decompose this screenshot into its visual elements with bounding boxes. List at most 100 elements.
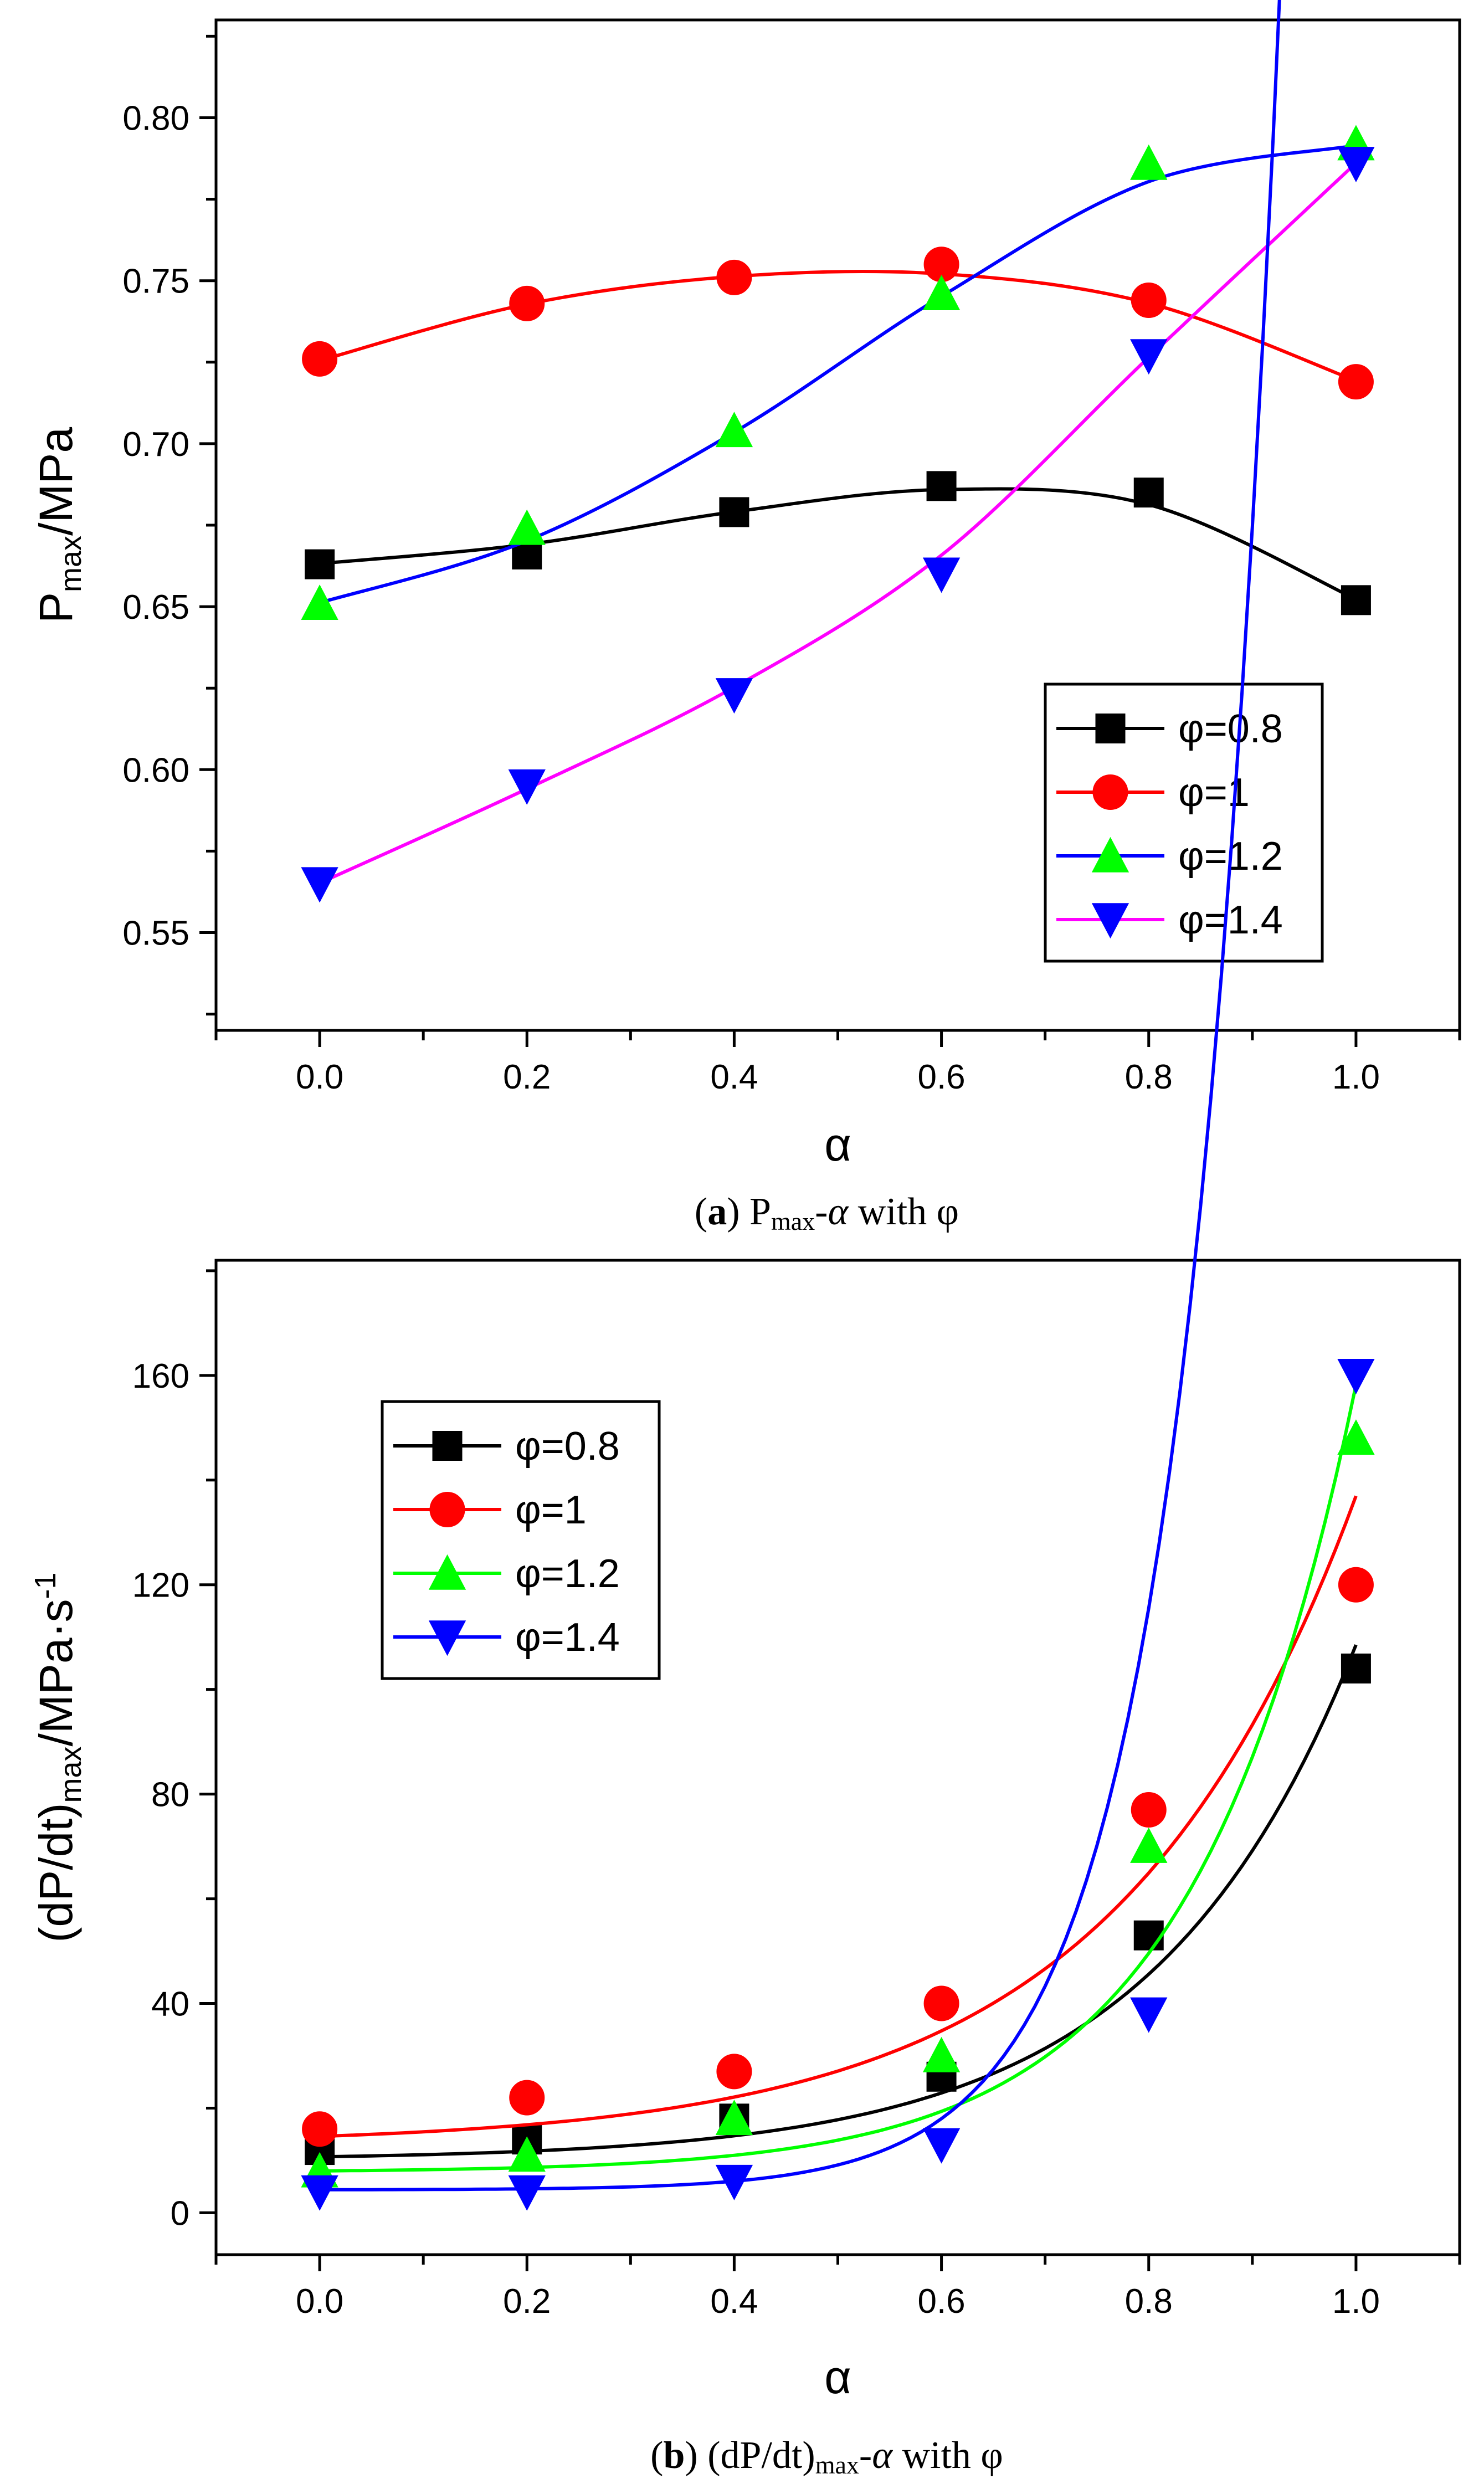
x-tick-label-1_0: 1.0 (1332, 2282, 1380, 2321)
data-point--1_4-1 (508, 769, 546, 805)
fit-line--0_8 (319, 487, 1357, 601)
data-point--1_2-3 (922, 2036, 961, 2072)
chart-panel-b: 0.0 0.2 0.4 0.6 0.8 1.004080120160α(dP/dt)max… (29, 0, 1461, 2479)
data-point--1-4 (1131, 283, 1167, 319)
caption-panel-letter: b (663, 2434, 685, 2477)
legend-marker--1_2 (1091, 836, 1129, 873)
y-tick-label-0: 0 (171, 2194, 189, 2232)
data-point--1_2-2 (715, 412, 753, 448)
x-tick-label-0_8: 0.8 (1125, 2282, 1173, 2321)
data-point--1-1 (509, 285, 545, 321)
data-point--1-5 (1338, 1567, 1374, 1603)
data-point--0_8-5 (1341, 585, 1371, 615)
y-axis-label: (dP/dt)max/MPa·s-1 (29, 1572, 88, 1942)
data-point--1-5 (1338, 364, 1374, 400)
y-label-subscript: max (54, 1746, 88, 1803)
caption-quantity: ) (dP/dt) (685, 2434, 815, 2477)
caption-dash: - (815, 1190, 828, 1233)
data-point--0_8-4 (1133, 1920, 1164, 1951)
legend-box (381, 1400, 661, 1680)
series--1_4 (301, 147, 1375, 903)
series--1 (302, 247, 1374, 400)
data-point--1_2-4 (1130, 144, 1168, 180)
legend-marker--1 (1092, 774, 1128, 810)
series--1_2 (301, 125, 1375, 620)
series--0_8 (305, 1644, 1371, 2165)
data-point--1_4-4 (1130, 339, 1168, 375)
data-point--1_4-1 (508, 2175, 546, 2211)
x-tick-label-0_2: 0.2 (503, 2282, 551, 2321)
legend-box (1044, 682, 1324, 963)
fit-line--1_2 (319, 143, 1357, 604)
caption-with-phi: with φ (892, 2434, 1003, 2477)
data-point--1-1 (509, 2080, 545, 2116)
y-label-unit: /MPa (30, 427, 82, 536)
x-tick-label-1_0: 1.0 (1332, 1058, 1380, 1096)
y-tick-label-80: 80 (151, 1776, 189, 1814)
caption-panel-letter: a (707, 1190, 727, 1233)
chart-panel-a: 0.0 0.2 0.4 0.6 0.8 1.0 0.55 0.60 0.65 0.70 0.75 0.… (30, 18, 1461, 1235)
legend-marker--1_4 (1091, 903, 1129, 939)
y-tick-label-0_55: 0.55 (122, 914, 189, 952)
data-point--1_2-4 (1130, 1827, 1168, 1863)
data-point--1_2-1 (508, 509, 546, 545)
caption-a: (a) Pmax-α with φ (695, 1190, 959, 1235)
x-tick-label-0_0: 0.0 (296, 2282, 343, 2321)
series--0_8 (305, 471, 1371, 615)
x-tick-label-0_4: 0.4 (710, 1058, 758, 1096)
caption-with-phi: with φ (848, 1190, 959, 1233)
x-tick-label-0_4: 0.4 (710, 2282, 758, 2321)
data-point--0_8-2 (719, 497, 749, 527)
data-point--1_4-3 (922, 2128, 961, 2164)
legend-label--1: φ=1 (1178, 771, 1250, 815)
legend-marker--1_2 (428, 1554, 466, 1590)
data-point--1-0 (302, 341, 338, 377)
y-label-subscript: max (54, 536, 88, 592)
legend-label--1_4: φ=1.4 (515, 1615, 620, 1660)
data-point--1_4-0 (301, 867, 338, 903)
legend-marker--1 (429, 1492, 465, 1527)
data-point--1-0 (302, 2111, 338, 2147)
data-point--1-2 (716, 259, 752, 295)
y-label-superscript: -1 (29, 1572, 62, 1599)
data-point--1_4-0 (301, 2175, 338, 2211)
legend: φ=0.8φ=1φ=1.2φ=1.4 (1044, 682, 1324, 963)
caption-open-paren: ( (650, 2434, 663, 2477)
y-tick-label-120: 120 (132, 1567, 189, 1605)
data-point--1_4-2 (715, 678, 753, 714)
data-point--1_4-5 (1337, 147, 1375, 183)
fit-line--0_8 (320, 1644, 1358, 2159)
y-tick-label-160: 160 (132, 1357, 189, 1395)
x-tick-label-0_2: 0.2 (503, 1058, 551, 1096)
caption-subscript: max (815, 2451, 859, 2479)
legend-marker--0_8 (1095, 714, 1126, 743)
y-tick-label-0_75: 0.75 (122, 263, 189, 301)
data-point--1-4 (1131, 1792, 1167, 1828)
fit-line--1 (319, 269, 1357, 383)
data-point--1_2-3 (922, 275, 961, 311)
data-point--1_4-2 (715, 2164, 753, 2200)
x-axis-label: α (824, 1118, 851, 1171)
y-tick-label-0_60: 0.60 (122, 751, 189, 789)
y-label-main: (dP/dt) (30, 1803, 82, 1942)
data-point--1_4-3 (922, 557, 961, 593)
data-point--1_2-0 (301, 584, 338, 620)
series--1 (302, 1495, 1374, 2147)
y-axis-label: Pmax/MPa (30, 427, 88, 623)
x-tick-label-0_6: 0.6 (917, 2282, 965, 2321)
y-label-main: P (30, 592, 82, 623)
caption-alpha: α (872, 2434, 893, 2477)
fit-line--1_2 (320, 1384, 1358, 2173)
legend-marker--0_8 (432, 1431, 463, 1461)
legend-label--1: φ=1 (515, 1488, 587, 1532)
x-axis-label: α (824, 2351, 851, 2403)
caption-quantity: ) P (727, 1190, 771, 1233)
data-point--1-3 (923, 1985, 959, 2021)
caption-alpha: α (828, 1190, 849, 1233)
legend: φ=0.8φ=1φ=1.2φ=1.4 (381, 1400, 661, 1680)
series--1_4 (301, 0, 1375, 2211)
y-tick-label-0_65: 0.65 (122, 588, 189, 627)
fit-line--1_4 (320, 0, 1281, 2192)
y-tick-label-0_70: 0.70 (122, 425, 189, 464)
